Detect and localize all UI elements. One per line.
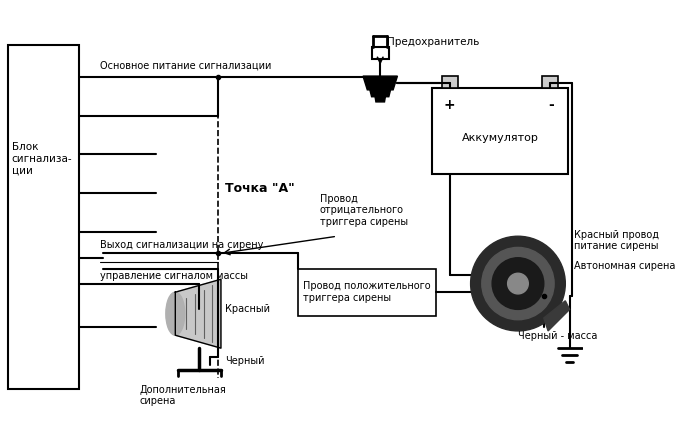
Bar [372,47,389,59]
Text: Дополнительная
сирена: Дополнительная сирена [139,385,226,406]
Text: Основное питание сигнализации: Основное питание сигнализации [101,61,272,71]
Text: Провод положительного
триггера сирены: Провод положительного триггера сирены [303,281,431,303]
Text: -: - [548,98,554,112]
Text: +: + [443,98,455,112]
Bar [542,76,558,88]
Text: Выход сигнализации на сирену: Выход сигнализации на сирену [101,240,264,250]
Circle shape [482,247,554,320]
Polygon shape [363,76,397,90]
Text: Черный - масса: Черный - масса [518,331,598,341]
Text: Точка "А": Точка "А" [225,182,295,195]
Bar [8,45,79,389]
Text: Блок
сигнализа-
ции: Блок сигнализа- ции [11,142,72,175]
Circle shape [470,236,565,331]
Text: управление сигналом массы: управление сигналом массы [101,271,248,281]
Polygon shape [370,90,391,97]
Text: Предохранитель: Предохранитель [387,37,479,47]
Circle shape [492,258,544,309]
Polygon shape [175,279,221,348]
Ellipse shape [166,292,185,335]
Text: Черный: Черный [225,356,265,366]
Text: Автономная сирена: Автономная сирена [574,261,675,271]
Circle shape [508,273,529,294]
Text: Красный провод
питание сирены: Красный провод питание сирены [574,230,659,251]
Bar [442,76,458,88]
Text: Аккумулятор: Аккумулятор [462,133,538,143]
Text: Красный: Красный [225,305,270,314]
Text: Провод
отрицательного
триггера сирены: Провод отрицательного триггера сирены [320,194,408,227]
Polygon shape [375,97,385,102]
Polygon shape [544,301,570,331]
Bar [298,269,436,316]
Bar [432,88,568,174]
